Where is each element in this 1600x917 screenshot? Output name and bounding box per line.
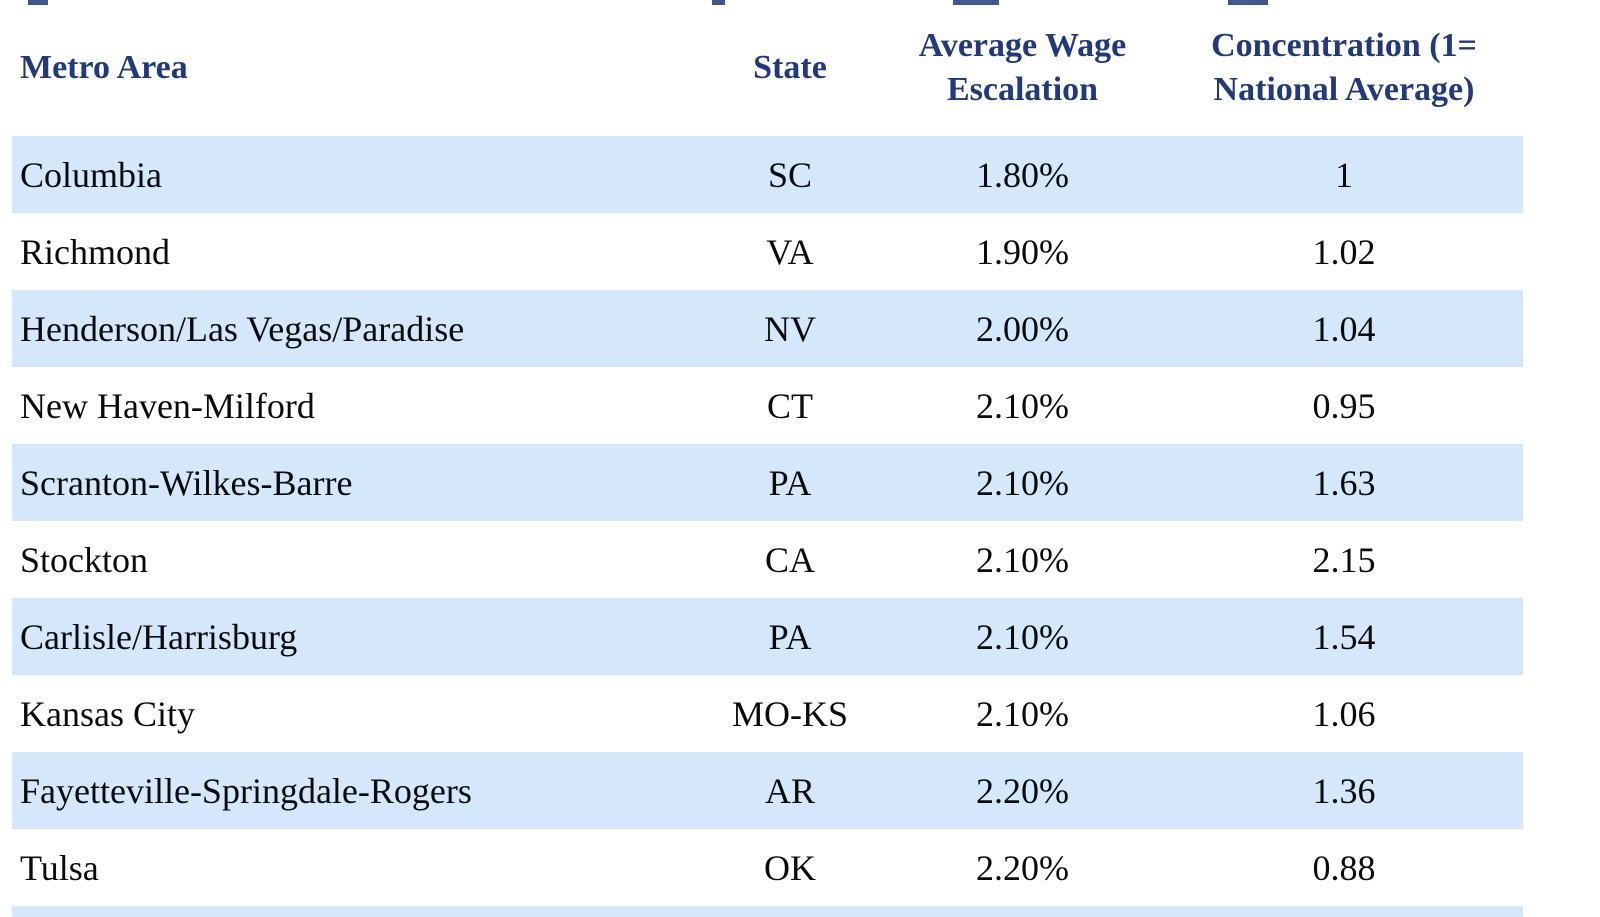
cell-conc: 1.63 [1312,462,1376,503]
table-row: Stockton CA 2.10% 2.15 [12,521,1523,598]
cell-state: PA [768,616,812,657]
table-header-row: Metro Area State Average Wage Escalation Con… [12,0,1523,136]
cell-wage: 2.10% [976,616,1069,657]
cell-conc: 1.02 [1312,231,1376,272]
column-header-conc: Concentration (1= National Average) [1165,24,1523,112]
cell-metro: Henderson/Las Vegas/Paradise [20,308,465,349]
cell-state: PA [768,462,812,503]
table-row: Columbia SC 1.80% 1 [12,136,1523,213]
cell-metro: Richmond [20,231,170,272]
cell-metro: Columbia [20,154,162,195]
cell-state: CA [764,539,815,580]
cell-state: OK [764,847,816,888]
column-header-line: Escalation [946,71,1099,108]
cell-wage: 2.10% [976,462,1069,503]
column-header-line: State [753,49,827,86]
table-row: Henderson/Las Vegas/Paradise NV 2.00% 1.04 [12,290,1523,367]
table-row: Scranton-Wilkes-Barre PA 2.10% 1.63 [12,444,1523,521]
cell-state: AR [764,770,815,811]
cell-wage: 1.90% [976,231,1069,272]
cell-conc: 1.54 [1312,616,1376,657]
cell-wage: 2.10% [976,385,1069,426]
table-row: Carlisle/Harrisburg PA 2.10% 1.54 [12,598,1523,675]
column-header-state: State [700,46,880,90]
cell-conc: 0.95 [1312,385,1376,426]
cell-metro: Stockton [20,539,149,580]
table-row: Kansas City MO-KS 2.10% 1.06 [12,675,1523,752]
table-row: New Haven-Milford CT 2.10% 0.95 [12,367,1523,444]
cell-conc: 1.36 [1312,770,1376,811]
cell-metro: Kansas City [20,693,195,734]
cell-conc: 1.06 [1312,693,1376,734]
cell-wage: 2.10% [976,539,1069,580]
table-row: Richmond VA 1.90% 1.02 [12,213,1523,290]
column-header-metro: Metro Area [12,46,700,90]
cell-metro: Scranton-Wilkes-Barre [20,462,353,503]
cell-metro: Tulsa [20,847,99,888]
column-header-line: Metro Area [20,49,188,86]
cell-conc: 1 [1335,154,1353,195]
cutoff-text-fragment [953,0,999,5]
column-header-line: Average Wage [918,27,1127,64]
column-header-wage: Average Wage Escalation [880,24,1165,112]
cell-wage: 2.00% [976,308,1069,349]
cell-state: NV [764,308,816,349]
cell-state: CT [766,385,813,426]
cutoff-text-fragment [1228,0,1268,5]
cell-state: SC [767,154,813,195]
metro-wage-table: Metro Area State Average Wage Escalation Con… [12,0,1523,906]
cutoff-text-fragment [28,0,48,5]
cell-wage: 2.20% [976,847,1069,888]
table-body: Columbia SC 1.80% 1 Richmond VA 1.90% 1.02 Hende… [12,136,1523,906]
column-header-line: National Average) [1213,71,1475,108]
cell-wage: 1.80% [976,154,1069,195]
column-header-line: Concentration (1= [1211,27,1477,64]
cell-metro: New Haven-Milford [20,385,315,426]
cell-wage: 2.10% [976,693,1069,734]
cell-state: MO-KS [731,693,848,734]
cutoff-text-fragment [712,0,725,5]
next-row-cutoff-strip [12,906,1523,917]
cell-conc: 1.04 [1312,308,1376,349]
cell-metro: Fayetteville-Springdale-Rogers [20,770,472,811]
cell-state: VA [766,231,814,272]
table-row: Tulsa OK 2.20% 0.88 [12,829,1523,906]
table-row: Fayetteville-Springdale-Rogers AR 2.20% 1.3… [12,752,1523,829]
cell-conc: 0.88 [1312,847,1376,888]
cell-metro: Carlisle/Harrisburg [20,616,298,657]
cell-conc: 2.15 [1312,539,1376,580]
cell-wage: 2.20% [976,770,1069,811]
